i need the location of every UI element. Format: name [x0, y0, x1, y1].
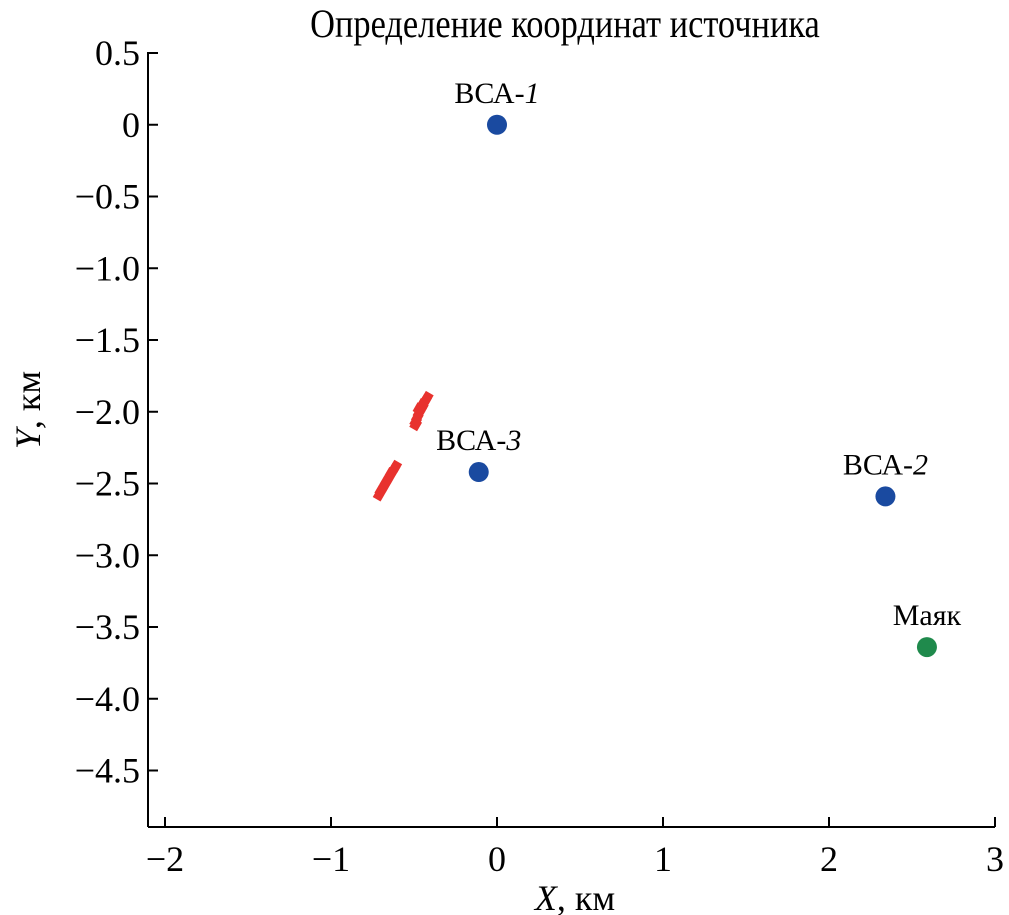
station-number: 1	[525, 77, 540, 110]
station-number: 3	[505, 424, 521, 457]
x-tick-label: 1	[654, 839, 672, 879]
source-estimate-point	[372, 488, 386, 502]
station-name: ВСА-	[843, 448, 913, 481]
x-tick-label: −1	[312, 839, 350, 879]
station-label: ВСА-3	[436, 424, 521, 457]
y-tick-label: −4.0	[75, 679, 140, 719]
x-axis-label: X, км	[533, 878, 615, 915]
station-name: ВСА-	[454, 77, 524, 110]
station-point	[487, 114, 507, 135]
y-tick-label: −0.5	[75, 177, 140, 217]
station-label: ВСА-2	[843, 448, 928, 481]
y-tick-label: −3.5	[75, 607, 140, 647]
y-tick-label: −4.5	[75, 751, 140, 791]
station-label: ВСА-1	[454, 77, 539, 110]
y-tick-label: −1.0	[75, 248, 140, 288]
source-estimate-point	[409, 418, 423, 432]
x-tick-label: −2	[146, 839, 184, 879]
y-tick-label: 0.5	[95, 33, 140, 73]
y-tick-label: −1.5	[75, 320, 140, 360]
station-name: Маяк	[893, 599, 962, 632]
y-tick-label: −2.0	[75, 392, 140, 432]
station-number: 2	[913, 448, 928, 481]
station-label: Маяк	[893, 599, 962, 632]
y-tick-label: −2.5	[75, 464, 140, 504]
station-point	[875, 486, 896, 507]
y-axis-label: Y, км	[8, 371, 48, 449]
source-estimate-point	[412, 402, 426, 416]
station-point	[916, 637, 937, 658]
y-tick-label: −3.0	[75, 535, 140, 575]
x-tick-label: 0	[488, 839, 506, 879]
axes: −2 −1 0 1 2 3 0.5 0 −0.5 −1.0 −1.5 −2.0 −2.5 −3.0 −3.5…	[75, 33, 1004, 879]
chart-title: Определение координат источника	[310, 3, 820, 47]
station-name: ВСА-	[436, 424, 506, 457]
station-point	[468, 462, 489, 483]
y-tick-label: 0	[122, 105, 140, 145]
x-tick-label: 3	[986, 839, 1004, 879]
x-tick-label: 2	[820, 839, 838, 879]
